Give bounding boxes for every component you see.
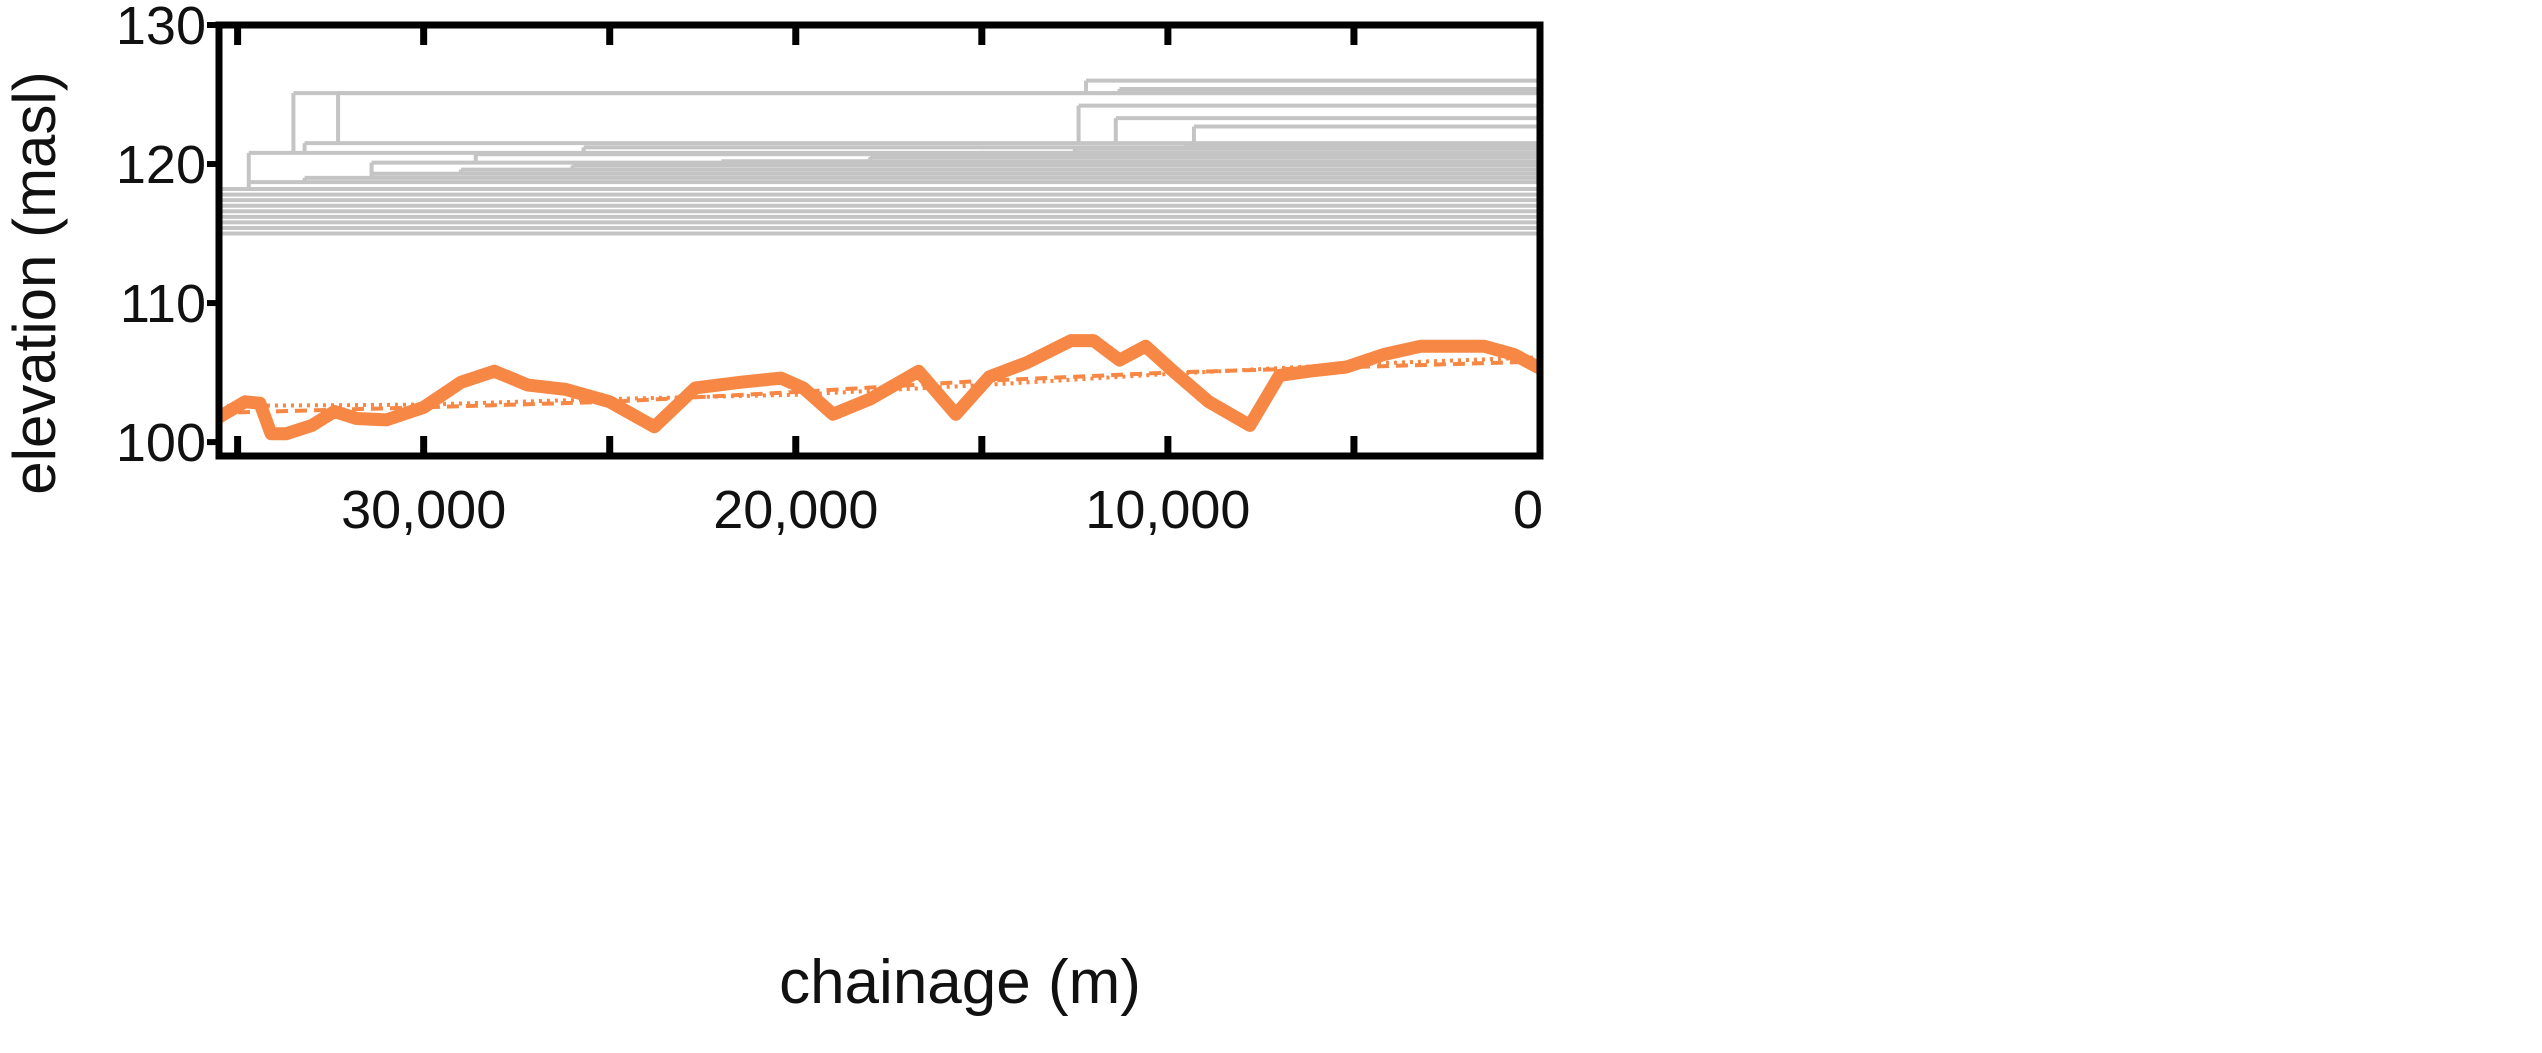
bed-profile-series xyxy=(215,334,1544,441)
y-tick-label: 120 xyxy=(116,135,206,195)
x-tick-labels: 30,000 20,000 10,000 0 xyxy=(341,480,1543,540)
y-tick-label: 100 xyxy=(116,413,206,473)
x-tick-label: 30,000 xyxy=(341,480,506,540)
bed-trend-dashed-line xyxy=(218,359,1541,415)
y-axis-title: elevation (masl) xyxy=(1,71,68,495)
water-surface-profiles xyxy=(219,78,1540,236)
x-tick-label: 20,000 xyxy=(713,480,878,540)
axis-ticks xyxy=(207,22,1544,456)
x-tick-label: 10,000 xyxy=(1085,480,1250,540)
y-tick-label: 110 xyxy=(120,274,206,334)
bed-profile-line xyxy=(215,334,1544,441)
x-axis-title: chainage (m) xyxy=(779,948,1141,1017)
y-tick-labels: 100 110 120 130 xyxy=(116,0,206,473)
plot-frame xyxy=(215,21,1544,460)
y-tick-label: 130 xyxy=(116,0,206,56)
x-tick-label: 0 xyxy=(1513,480,1543,540)
bed-trend-dotted-line xyxy=(218,355,1541,408)
